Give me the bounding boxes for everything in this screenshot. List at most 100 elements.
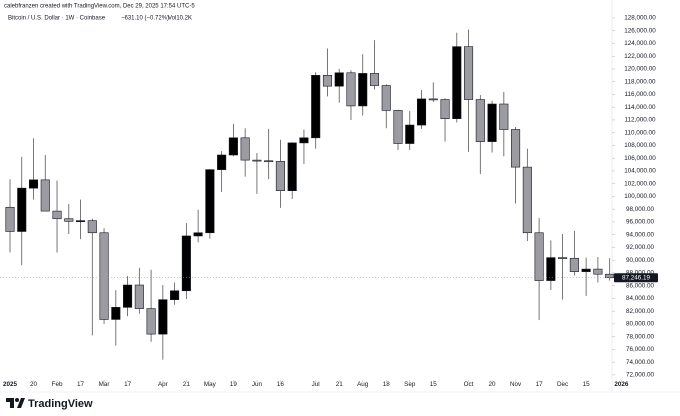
y-tick-label: 120,000.00 xyxy=(624,66,656,73)
y-tick-label: 118,000.00 xyxy=(624,78,656,85)
x-tick-label: Jul xyxy=(312,381,320,388)
y-tick-label: 74,000.00 xyxy=(626,359,655,366)
y-tick-label: 102,000.00 xyxy=(624,180,656,187)
candle-body xyxy=(123,284,133,308)
candle-body xyxy=(111,307,121,320)
y-tick-label: 96,000.00 xyxy=(626,219,655,226)
candle-body xyxy=(569,257,579,272)
x-tick-label: Feb xyxy=(52,381,63,388)
y-tick-label: 76,000.00 xyxy=(626,346,655,353)
x-tick-label: 20 xyxy=(30,381,38,388)
x-tick-label: 15 xyxy=(430,381,438,388)
y-tick-label: 112,000.00 xyxy=(624,117,656,124)
y-tick-label: 106,000.00 xyxy=(624,155,656,162)
candle-body xyxy=(511,129,521,168)
candle-body xyxy=(170,290,180,300)
y-tick-label: 84,000.00 xyxy=(626,295,655,302)
candle-body xyxy=(217,154,227,170)
candle-body xyxy=(605,273,615,279)
candle-body xyxy=(64,218,74,222)
y-tick-label: 88,000.00 xyxy=(626,270,655,277)
x-tick-label: Jun xyxy=(252,381,263,388)
logo-shape xyxy=(10,402,14,408)
x-tick-label: 17 xyxy=(124,381,132,388)
y-tick-label: 90,000.00 xyxy=(626,257,655,264)
y-tick-label: 124,000.00 xyxy=(624,40,656,47)
candle-body xyxy=(99,232,109,320)
brand-logo xyxy=(6,398,25,408)
y-tick-label: 128,000.00 xyxy=(624,15,656,22)
volume: Vol10.2K xyxy=(168,16,192,22)
x-tick-label: 20 xyxy=(489,381,497,388)
y-tick-label: 82,000.00 xyxy=(626,308,655,315)
candle-body xyxy=(346,72,356,107)
x-tick-label: 2025 xyxy=(3,381,18,388)
candle-body xyxy=(52,210,62,220)
candle-body xyxy=(228,137,238,156)
x-tick-label: Mar xyxy=(99,381,110,388)
last-price-label: 87,246.19 xyxy=(622,274,651,281)
x-tick-label: May xyxy=(204,381,217,388)
candle-body xyxy=(416,98,427,126)
y-tick-label: 126,000.00 xyxy=(624,27,656,34)
x-tick-label: Apr xyxy=(158,381,168,388)
candle-body xyxy=(311,75,321,139)
last-price-box xyxy=(614,273,658,283)
brand-name: TradingView xyxy=(28,398,93,410)
y-tick-label: 98,000.00 xyxy=(626,206,655,213)
y-tick-label: 116,000.00 xyxy=(624,91,656,98)
x-tick-label: 15 xyxy=(583,381,591,388)
candle-body xyxy=(369,73,380,86)
candle-body xyxy=(381,85,391,111)
y-tick-label: 86,000.00 xyxy=(626,282,655,289)
candle-body xyxy=(405,124,415,144)
candle-body xyxy=(240,137,250,161)
candle-body xyxy=(534,232,544,281)
x-tick-label: Oct xyxy=(464,381,474,388)
x-tick-label: 2026 xyxy=(614,381,629,388)
logo-shape xyxy=(15,398,19,402)
x-tick-label: 17 xyxy=(77,381,85,388)
candle-body xyxy=(581,268,591,272)
candle-body xyxy=(134,284,144,309)
candle-body xyxy=(464,46,474,100)
price-change: −631.10 (−0.72%) xyxy=(121,16,169,22)
candle-body xyxy=(522,166,532,234)
candle-body xyxy=(193,232,203,237)
logo-shape xyxy=(17,398,25,408)
y-tick-label: 72,000.00 xyxy=(626,372,655,379)
candle-body xyxy=(487,103,497,142)
candle-body xyxy=(158,299,168,335)
y-tick-label: 110,000.00 xyxy=(624,129,656,136)
y-tick-label: 114,000.00 xyxy=(624,104,656,111)
candle-body xyxy=(358,73,368,107)
candle-body xyxy=(440,99,450,119)
y-tick-label: 104,000.00 xyxy=(624,168,656,175)
candle-body xyxy=(287,142,297,191)
candle-body xyxy=(393,110,403,144)
candle-body xyxy=(252,159,262,162)
x-tick-label: Dec xyxy=(557,381,568,388)
y-tick-label: 100,000.00 xyxy=(624,193,656,200)
candle-body xyxy=(146,308,156,335)
x-tick-label: 21 xyxy=(336,381,344,388)
candle-body xyxy=(299,137,309,144)
candle-body xyxy=(593,268,603,275)
watermark: calebfranzen created with TradingView.co… xyxy=(4,4,195,10)
symbol-title: Bitcoin / U.S. Dollar · 1W · Coinbase xyxy=(8,16,106,22)
y-tick-label: 94,000.00 xyxy=(626,231,655,238)
candle-body xyxy=(205,169,215,234)
x-tick-label: Nov xyxy=(510,381,522,388)
y-tick-label: 108,000.00 xyxy=(624,142,656,149)
candle-body xyxy=(475,99,485,142)
logo-shape xyxy=(6,398,14,402)
candle-body xyxy=(334,72,344,87)
candle-body xyxy=(452,46,462,119)
candle-body xyxy=(546,257,556,281)
candle-body xyxy=(428,98,438,101)
candle-body xyxy=(87,220,97,234)
x-tick-label: 18 xyxy=(383,381,391,388)
candle-body xyxy=(499,103,509,130)
